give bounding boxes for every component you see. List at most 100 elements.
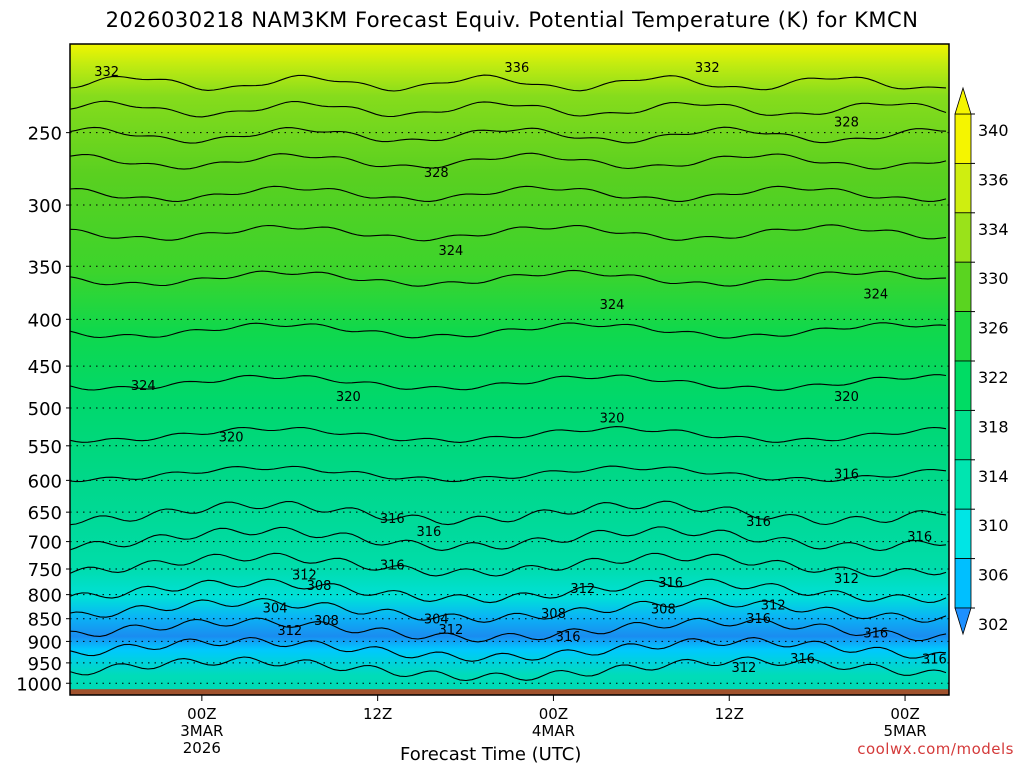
contour-label: 316 bbox=[658, 576, 683, 591]
contour-label: 324 bbox=[600, 298, 625, 313]
contour-label: 308 bbox=[307, 579, 332, 594]
colorbar-tick-label: 310 bbox=[978, 516, 1009, 535]
contour-label: 316 bbox=[907, 530, 932, 545]
contour-line bbox=[69, 126, 947, 144]
colorbar: 340 336 334 330 326 322 318 314 310 306 302 bbox=[954, 86, 1009, 636]
y-tick-label: 800 bbox=[28, 586, 62, 607]
y-tick-label: 1000 bbox=[16, 674, 62, 695]
contour-label: 316 bbox=[746, 612, 771, 627]
contour-label: 308 bbox=[541, 607, 566, 622]
contour-label: 324 bbox=[863, 288, 888, 303]
contour-label: 316 bbox=[380, 559, 405, 574]
x-tick-label: 12Z bbox=[363, 705, 392, 723]
contour-line bbox=[69, 100, 947, 118]
contour-label: 332 bbox=[695, 61, 720, 76]
contour-label: 316 bbox=[834, 468, 859, 483]
contour-line bbox=[69, 322, 947, 339]
y-tick-label: 250 bbox=[28, 124, 62, 145]
contour-line bbox=[69, 224, 947, 242]
contour-line bbox=[69, 465, 947, 483]
colorbar-tick-label: 340 bbox=[978, 121, 1009, 140]
colorbar-tick-label: 330 bbox=[978, 269, 1009, 288]
contour-line bbox=[69, 552, 947, 578]
colorbar-tick-label: 306 bbox=[978, 566, 1009, 585]
colorbar-segment bbox=[954, 508, 972, 560]
contour-label: 316 bbox=[380, 512, 405, 527]
x-tick-label: 00Z bbox=[890, 705, 919, 723]
contour-label: 320 bbox=[834, 390, 859, 405]
colorbar-segment bbox=[954, 113, 972, 164]
colorbar-tick-label: 322 bbox=[978, 368, 1009, 387]
x-tick-label: 4MAR bbox=[532, 722, 575, 740]
colorbar-tick-label: 318 bbox=[978, 417, 1009, 436]
x-tick-label: 12Z bbox=[715, 705, 744, 723]
contour-label: 328 bbox=[424, 166, 449, 181]
contour-label: 312 bbox=[570, 582, 595, 597]
x-tick-label: 00Z bbox=[187, 705, 216, 723]
contour-label: 312 bbox=[438, 623, 463, 638]
y-tick-label: 750 bbox=[28, 560, 62, 581]
contour-label: 324 bbox=[131, 379, 156, 394]
contour-line bbox=[69, 617, 947, 643]
colorbar-segment bbox=[954, 162, 972, 214]
contour-line bbox=[69, 636, 947, 662]
contour-label: 316 bbox=[922, 653, 947, 668]
colorbar-tick-label: 314 bbox=[978, 467, 1009, 486]
y-tick-label: 700 bbox=[28, 533, 62, 554]
contour-label: 320 bbox=[336, 390, 361, 405]
colorbar-segment bbox=[954, 409, 972, 461]
contour-label: 324 bbox=[438, 244, 463, 259]
colorbar-segment bbox=[954, 360, 972, 411]
contour-label: 312 bbox=[834, 572, 859, 587]
y-tick-label: 900 bbox=[28, 632, 62, 653]
colorbar-extend-min bbox=[954, 607, 972, 636]
contour-label: 312 bbox=[292, 568, 317, 583]
contour-label: 320 bbox=[600, 411, 625, 426]
contour-line bbox=[69, 74, 947, 92]
y-tick-label: 950 bbox=[28, 654, 62, 675]
colorbar-segment bbox=[954, 311, 972, 362]
y-tick-label: 300 bbox=[28, 196, 62, 217]
contour-label: 316 bbox=[746, 515, 771, 530]
contour-line bbox=[69, 374, 947, 391]
contour-line bbox=[69, 656, 947, 682]
y-tick-label: 600 bbox=[28, 471, 62, 492]
contour-label: 308 bbox=[314, 614, 339, 629]
contour-line bbox=[69, 500, 947, 526]
y-tick-label: 350 bbox=[28, 257, 62, 278]
contour-label: 332 bbox=[94, 65, 119, 80]
theta-field bbox=[70, 44, 949, 695]
y-tick-label: 650 bbox=[28, 503, 62, 524]
contour-line bbox=[69, 526, 947, 552]
contour-label: 304 bbox=[263, 601, 288, 616]
colorbar-tick-label: 334 bbox=[978, 220, 1009, 239]
contour-label: 328 bbox=[834, 115, 859, 130]
contour-label: 336 bbox=[504, 61, 529, 76]
contour-line bbox=[69, 597, 947, 623]
contour-label: 320 bbox=[219, 430, 244, 445]
contour-label: 312 bbox=[731, 661, 756, 676]
contour-label: 316 bbox=[790, 652, 815, 667]
x-tick-label: 2026 bbox=[183, 739, 221, 757]
contour-label: 312 bbox=[761, 598, 786, 613]
y-tick-label: 500 bbox=[28, 399, 62, 420]
colorbar-tick-label: 326 bbox=[978, 319, 1009, 338]
contour-label: 308 bbox=[651, 602, 676, 617]
colorbar-segment bbox=[954, 261, 972, 313]
colorbar-segment bbox=[954, 459, 972, 510]
y-tick-label: 400 bbox=[28, 310, 62, 331]
terrain-below-surface bbox=[70, 689, 949, 695]
contour-label: 312 bbox=[277, 624, 302, 639]
plot-frame bbox=[69, 43, 950, 696]
contour-label: 316 bbox=[556, 630, 581, 645]
y-tick-label: 850 bbox=[28, 610, 62, 631]
contour-line bbox=[69, 269, 947, 287]
colorbar-extend-max bbox=[954, 86, 972, 115]
contour-label: 316 bbox=[417, 525, 442, 540]
plot-area: 2503003504004505005506006507007508008509… bbox=[16, 43, 950, 757]
contour-label: 304 bbox=[424, 613, 449, 628]
colorbar-tick-label: 336 bbox=[978, 170, 1009, 189]
credit-link[interactable]: coolwx.com/models bbox=[857, 740, 1014, 758]
x-tick-label: 00Z bbox=[539, 705, 568, 723]
